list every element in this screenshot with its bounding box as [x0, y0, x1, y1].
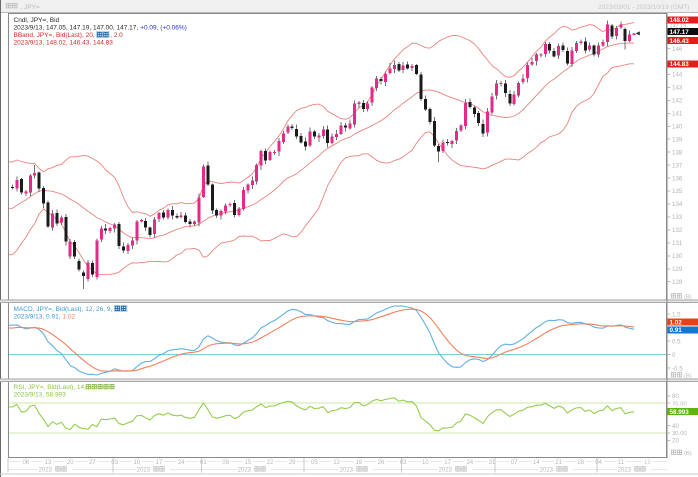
svg-text:0.5: 0.5 — [672, 338, 681, 345]
svg-text:1.5: 1.5 — [672, 311, 681, 318]
svg-text:29: 29 — [289, 460, 296, 466]
svg-text:04: 04 — [595, 460, 602, 466]
svg-text:20: 20 — [67, 460, 74, 466]
svg-text:147.19: 147.19 — [670, 24, 687, 30]
svg-text:12: 12 — [333, 460, 340, 466]
svg-text:148.02: 148.02 — [670, 17, 690, 24]
svg-text:-0.5: -0.5 — [672, 365, 683, 372]
svg-text:01: 01 — [200, 460, 207, 466]
svg-text:03: 03 — [400, 460, 407, 466]
svg-text:14: 14 — [533, 460, 540, 466]
svg-text:2023: 2023 — [238, 467, 252, 473]
svg-text:27: 27 — [89, 460, 96, 466]
svg-text:0: 0 — [672, 352, 676, 359]
svg-text:2023: 2023 — [540, 467, 554, 473]
svg-text:136: 136 — [672, 175, 683, 182]
svg-text:07: 07 — [511, 460, 518, 466]
svg-text:2023: 2023 — [618, 467, 632, 473]
svg-text:05: 05 — [311, 460, 318, 466]
svg-text:2023: 2023 — [137, 467, 151, 473]
svg-text:08: 08 — [222, 460, 229, 466]
svg-text:58.993: 58.993 — [670, 409, 690, 416]
svg-text:(B): (B) — [684, 374, 692, 380]
svg-text:2023/03/01 - 2023/10/19 (GMT): 2023/03/01 - 2023/10/19 (GMT) — [598, 4, 689, 11]
svg-text:2023/9/13, 147.05, 147.19, 147: 2023/9/13, 147.05, 147.19, 147.00, 147.1… — [14, 25, 139, 32]
svg-text:2023/9/13, 148.02, 146.43, 144: 2023/9/13, 148.02, 146.43, 144.83 — [14, 40, 114, 47]
svg-text:, JPY=: , JPY= — [20, 4, 40, 11]
svg-text:15: 15 — [244, 460, 251, 466]
svg-text:17: 17 — [156, 460, 163, 466]
svg-text:2023/9/13, 0.91,: 2023/9/13, 0.91, — [14, 313, 61, 320]
svg-text:03: 03 — [111, 460, 118, 466]
svg-text:132: 132 — [672, 227, 683, 234]
svg-text:141: 141 — [672, 111, 683, 118]
svg-text:131: 131 — [672, 240, 683, 247]
svg-text:18: 18 — [644, 460, 651, 466]
svg-text:BBand, JPY=, Bid(Last), 20,: BBand, JPY=, Bid(Last), 20, — [14, 32, 95, 39]
svg-text:21: 21 — [555, 460, 562, 466]
svg-text:139: 139 — [672, 136, 683, 143]
svg-text:138: 138 — [672, 149, 683, 156]
svg-text:135: 135 — [672, 188, 683, 195]
svg-text:2023: 2023 — [340, 467, 354, 473]
svg-text:129: 129 — [672, 266, 683, 273]
svg-text:1.02: 1.02 — [670, 320, 683, 327]
svg-text:146: 146 — [672, 46, 683, 53]
svg-text:142: 142 — [672, 98, 683, 105]
svg-text:+0.09, (+0.06%): +0.09, (+0.06%) — [140, 25, 187, 32]
svg-text:Cndl, JPY=, Bid: Cndl, JPY=, Bid — [14, 17, 60, 24]
svg-text:0.91: 0.91 — [670, 327, 683, 334]
svg-text:17: 17 — [444, 460, 451, 466]
svg-text:40: 40 — [672, 423, 679, 430]
svg-text:MACD, JPY=, Bid(Last), 12, 26,: MACD, JPY=, Bid(Last), 12, 26, 9, — [14, 306, 113, 313]
svg-text:24: 24 — [178, 460, 185, 466]
svg-text:20: 20 — [672, 438, 679, 445]
svg-text:144.83: 144.83 — [670, 61, 690, 68]
svg-text:(B): (B) — [684, 451, 692, 457]
svg-text:130: 130 — [672, 253, 683, 260]
svg-text:144: 144 — [672, 72, 683, 79]
svg-text:06: 06 — [22, 460, 29, 466]
svg-text:10: 10 — [422, 460, 429, 466]
svg-text:70.00: 70.00 — [672, 401, 687, 407]
svg-text:13: 13 — [45, 460, 52, 466]
svg-text:133: 133 — [672, 214, 683, 221]
svg-text:146.43: 146.43 — [670, 38, 690, 45]
svg-text:137: 137 — [672, 162, 683, 169]
svg-text:1.02: 1.02 — [63, 313, 76, 320]
svg-text:19: 19 — [355, 460, 362, 466]
svg-text:134: 134 — [672, 201, 683, 208]
svg-text:(B): (B) — [684, 295, 692, 301]
svg-text:24: 24 — [466, 460, 473, 466]
svg-text:2023/9/13, 58.993: 2023/9/13, 58.993 — [14, 392, 67, 399]
svg-text:2023: 2023 — [439, 467, 453, 473]
svg-text:28: 28 — [577, 460, 584, 466]
svg-text:10: 10 — [133, 460, 140, 466]
svg-text:26: 26 — [378, 460, 385, 466]
svg-text:30.00: 30.00 — [672, 431, 687, 437]
svg-text:22: 22 — [267, 460, 274, 466]
svg-text:31: 31 — [489, 460, 496, 466]
svg-text:128: 128 — [672, 279, 683, 286]
svg-text:11: 11 — [618, 460, 625, 466]
svg-text:2023: 2023 — [39, 467, 53, 473]
svg-text:, 2.0: , 2.0 — [110, 32, 123, 39]
svg-text:147.17: 147.17 — [670, 29, 690, 36]
svg-text:80: 80 — [672, 393, 679, 400]
svg-text:140: 140 — [672, 124, 683, 131]
svg-text:RSI, JPY=, Bid(Last), 14,: RSI, JPY=, Bid(Last), 14, — [14, 384, 87, 391]
svg-text:143: 143 — [672, 85, 683, 92]
